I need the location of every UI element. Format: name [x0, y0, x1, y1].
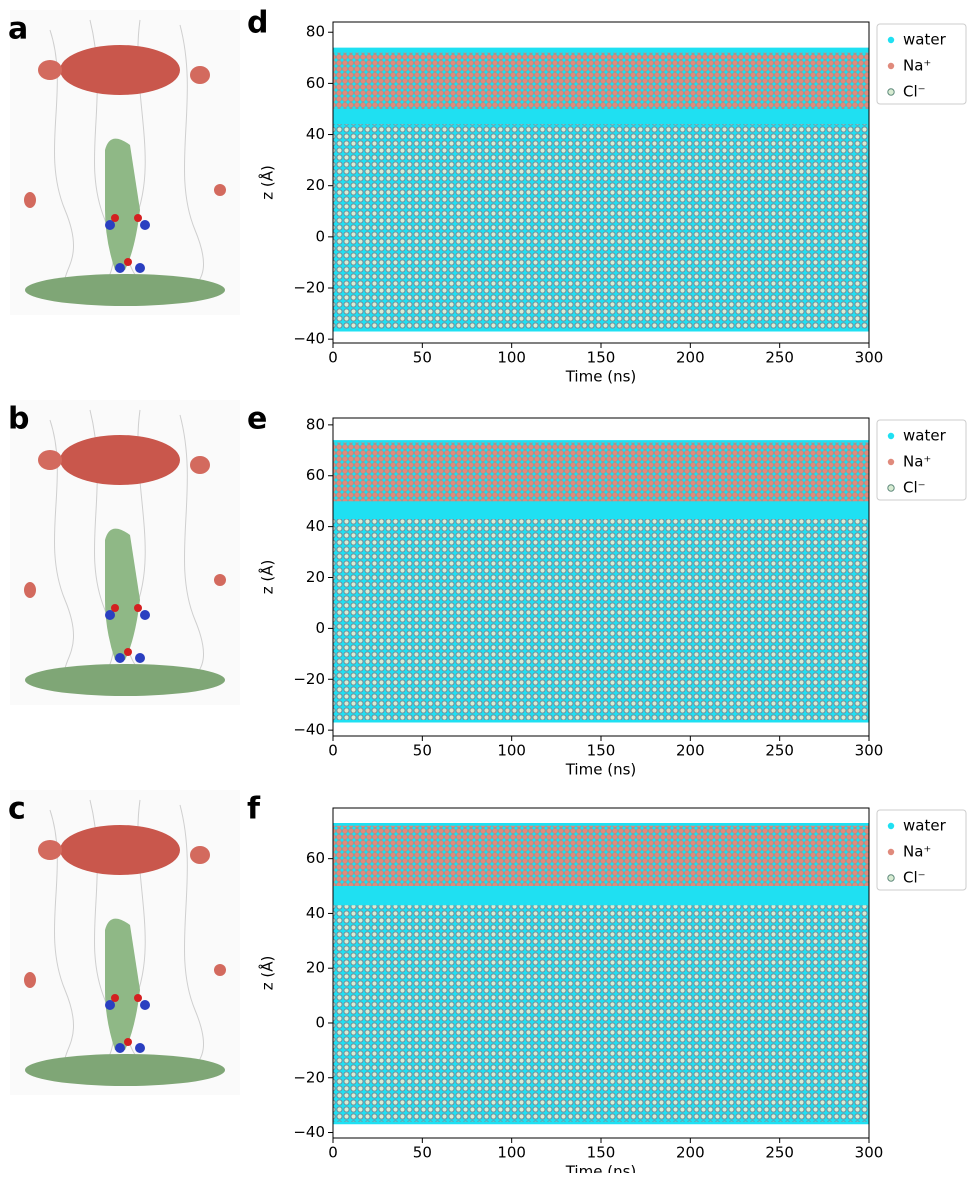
- x-tick-label: 300: [855, 349, 884, 367]
- x-tick-label: 300: [855, 742, 884, 760]
- molecule-image: [9, 789, 241, 1096]
- legend-marker: [887, 36, 895, 44]
- y-tick-label: 40: [306, 904, 325, 922]
- x-tick-label: 250: [765, 349, 794, 367]
- x-tick-label: 100: [497, 742, 526, 760]
- legend-label: Na⁺: [903, 453, 931, 471]
- y-tick-label: 20: [306, 959, 325, 977]
- y-tick-label: 40: [306, 125, 325, 143]
- legend-label: Cl⁻: [903, 479, 926, 497]
- y-axis-label: z (Å): [258, 165, 277, 200]
- y-tick-label: 60: [306, 849, 325, 867]
- y-tick-label: 0: [315, 227, 325, 245]
- legend-marker: [887, 874, 895, 882]
- x-tick-label: 150: [587, 742, 616, 760]
- panel-label: f: [247, 792, 261, 827]
- x-tick-label: 50: [413, 349, 432, 367]
- legend-box: [876, 419, 967, 501]
- molecule-image: [9, 9, 241, 316]
- legend-marker: [887, 88, 895, 96]
- y-tick-label: 80: [306, 23, 325, 41]
- x-axis-label: Time (ns): [565, 761, 637, 779]
- x-axis-label: Time (ns): [565, 368, 637, 386]
- y-axis-label: z (Å): [258, 560, 277, 595]
- legend-box: [876, 23, 967, 105]
- legend-marker: [887, 62, 895, 70]
- x-tick-label: 300: [855, 1144, 884, 1162]
- y-tick-label: −20: [293, 670, 325, 688]
- series-band: [333, 905, 869, 1122]
- x-tick-label: 100: [497, 349, 526, 367]
- x-tick-label: 0: [328, 742, 338, 760]
- y-tick-label: 0: [315, 619, 325, 637]
- x-tick-label: 200: [676, 349, 705, 367]
- x-axis-label: Time (ns): [565, 1163, 637, 1174]
- x-tick-label: 200: [676, 742, 705, 760]
- x-tick-label: 100: [497, 1144, 526, 1162]
- y-tick-label: 20: [306, 568, 325, 586]
- y-tick-label: −40: [293, 330, 325, 348]
- panel-label: b: [8, 402, 29, 437]
- x-tick-label: 50: [413, 1144, 432, 1162]
- series-band: [333, 825, 869, 887]
- panel-label: a: [8, 12, 28, 47]
- x-tick-label: 150: [587, 1144, 616, 1162]
- legend-label: Na⁺: [903, 57, 931, 75]
- x-tick-label: 0: [328, 1144, 338, 1162]
- legend-label: water: [903, 817, 947, 835]
- x-tick-label: 50: [413, 742, 432, 760]
- series-band: [333, 518, 869, 720]
- legend-label: Cl⁻: [903, 869, 926, 887]
- y-tick-label: 60: [306, 466, 325, 484]
- legend-label: water: [903, 427, 947, 445]
- y-tick-label: 40: [306, 517, 325, 535]
- legend-box: [876, 809, 967, 891]
- x-tick-label: 0: [328, 349, 338, 367]
- legend-label: Na⁺: [903, 843, 931, 861]
- y-tick-label: −20: [293, 279, 325, 297]
- series-band: [333, 124, 869, 329]
- x-tick-label: 250: [765, 1144, 794, 1162]
- y-tick-label: 60: [306, 74, 325, 92]
- panel-label: d: [247, 6, 268, 41]
- legend-marker: [887, 822, 895, 830]
- x-tick-label: 200: [676, 1144, 705, 1162]
- legend-marker: [887, 432, 895, 440]
- legend-label: Cl⁻: [903, 83, 926, 101]
- legend-label: water: [903, 31, 947, 49]
- y-tick-label: 0: [315, 1013, 325, 1031]
- legend-marker: [887, 484, 895, 492]
- y-axis-label: z (Å): [258, 956, 277, 991]
- series-band: [333, 442, 869, 502]
- x-tick-label: 150: [587, 349, 616, 367]
- y-tick-label: −40: [293, 721, 325, 739]
- panel-label: c: [8, 792, 26, 827]
- y-tick-label: −20: [293, 1068, 325, 1086]
- legend-marker: [887, 458, 895, 466]
- panel-label: e: [247, 402, 267, 437]
- y-tick-label: 20: [306, 176, 325, 194]
- molecule-image: [9, 399, 241, 706]
- series-band: [333, 52, 869, 109]
- x-tick-label: 250: [765, 742, 794, 760]
- y-tick-label: 80: [306, 415, 325, 433]
- y-tick-label: −40: [293, 1123, 325, 1141]
- legend-marker: [887, 848, 895, 856]
